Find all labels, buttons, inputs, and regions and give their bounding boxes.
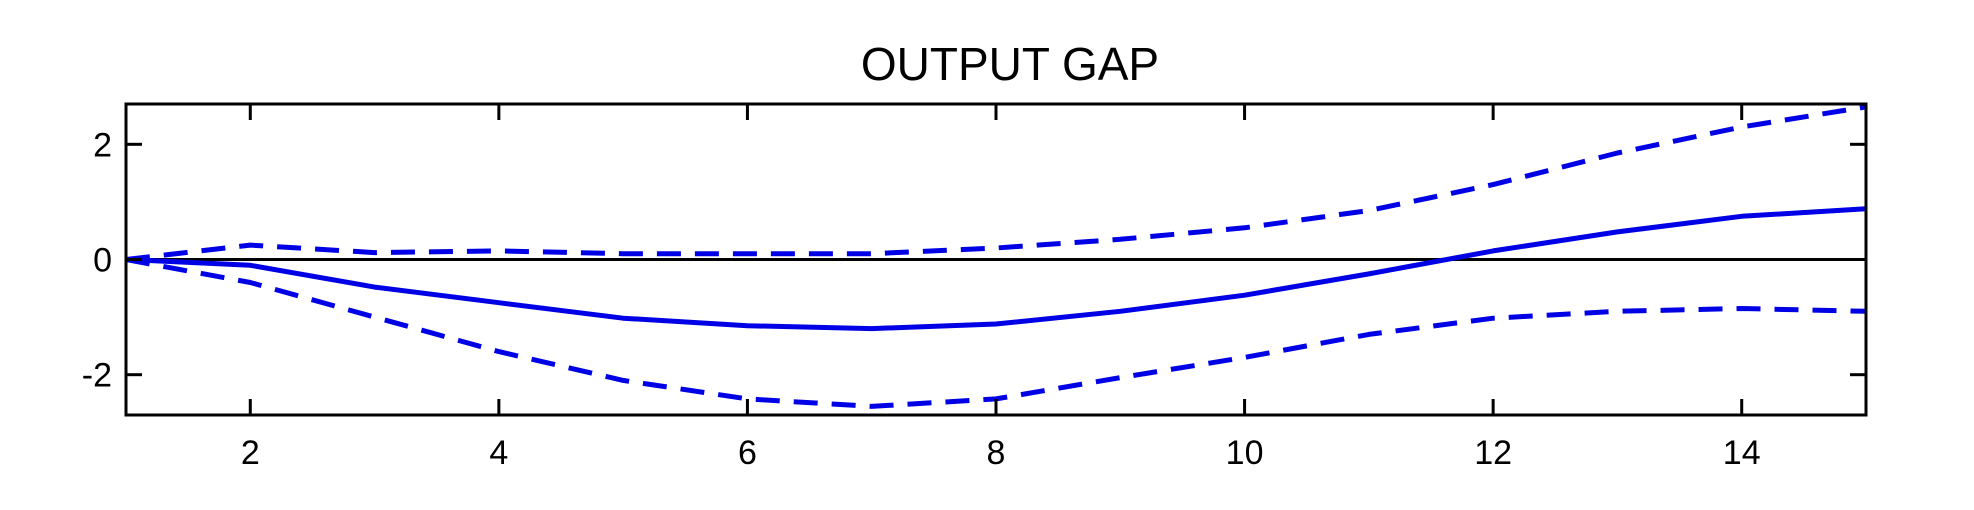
- x-tick-label: 8: [987, 434, 1006, 472]
- y-tick-label: -2: [82, 357, 112, 395]
- chart-title: OUTPUT GAP: [861, 38, 1159, 90]
- series-line-1-solid: [125, 206, 1867, 332]
- y-tick-label: 0: [93, 242, 112, 280]
- x-tick-label: 14: [1723, 434, 1761, 472]
- x-tick-label: 12: [1474, 434, 1512, 472]
- series-line-3-dashed: [125, 257, 1867, 409]
- x-tick-label: 2: [241, 434, 260, 472]
- x-tick-label: 10: [1226, 434, 1264, 472]
- x-tick-label: 4: [489, 434, 508, 472]
- y-tick-label: 2: [93, 126, 112, 164]
- series-line-2-dashed: [125, 104, 1867, 262]
- plot-area: 2 4 6 8 10 12 14 -2 0 2: [82, 102, 1868, 472]
- x-tick-label: 6: [738, 434, 757, 472]
